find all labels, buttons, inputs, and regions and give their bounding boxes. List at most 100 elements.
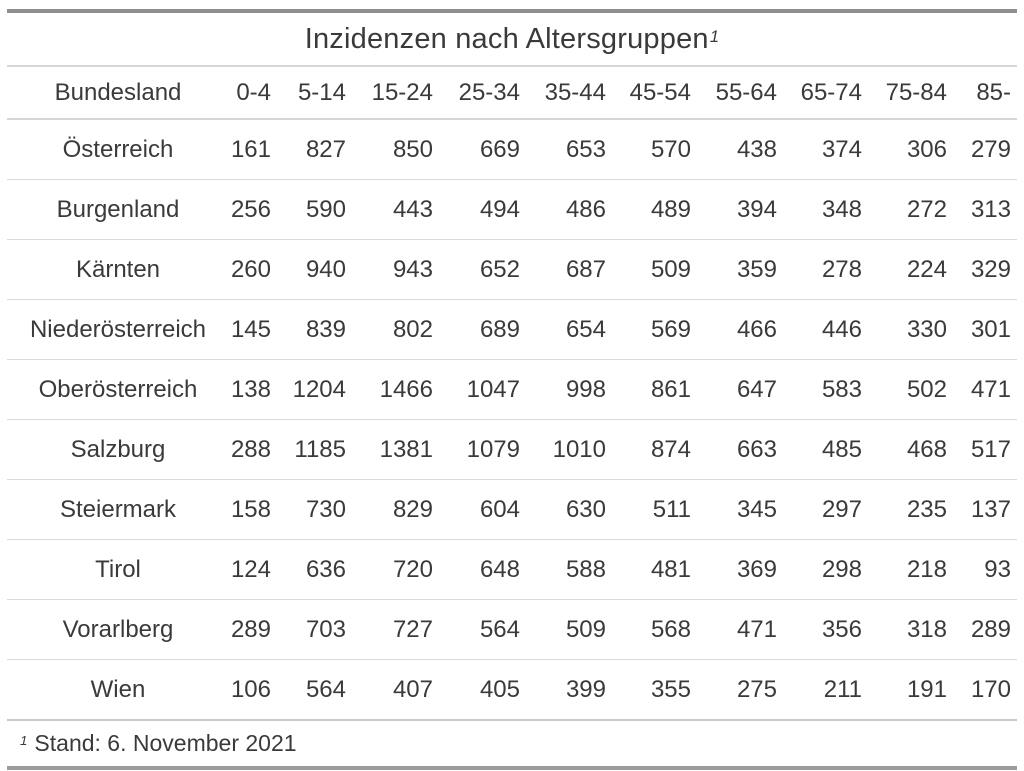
header-row: Bundesland 0-4 5-14 15-24 25-34 35-44 45-54 55-…: [7, 67, 1017, 120]
row-header-bundesland: Tirol: [7, 539, 229, 600]
incidence-value: 998: [526, 359, 612, 420]
incidence-value: 511: [612, 479, 697, 540]
incidence-value: 405: [479, 675, 520, 703]
incidence-value: 827: [277, 119, 352, 180]
column-header-agegroup: 0-4: [229, 67, 277, 120]
incidence-value: 590: [277, 179, 352, 240]
incidence-value: 569: [612, 299, 697, 360]
incidence-value: 630: [526, 479, 612, 540]
incidence-value: 802: [352, 299, 439, 360]
incidence-value: 289: [229, 599, 277, 660]
row-header-bundesland: Wien: [90, 675, 146, 703]
incidence-value: 359: [697, 239, 783, 300]
row-header-bundesland: Vorarlberg: [7, 599, 229, 660]
table-row: Wien 106 564 407 405 399 355 275 211 191 170: [7, 660, 1017, 720]
incidence-value: 1204: [277, 359, 352, 420]
incidence-value: 1185: [277, 419, 352, 480]
footnote: 1 Stand: 6. November 2021: [7, 719, 1017, 766]
incidence-value: 145: [229, 299, 277, 360]
incidence-value: 275: [736, 675, 777, 703]
incidence-value: 279: [953, 119, 1017, 180]
incidence-value: 468: [868, 419, 953, 480]
incidence-value: 861: [612, 359, 697, 420]
incidence-value: 588: [526, 539, 612, 600]
incidence-value: 517: [953, 419, 1017, 480]
row-header-bundesland: Kärnten: [7, 239, 229, 300]
footnote-marker: 1: [20, 732, 28, 748]
incidence-value: 161: [229, 119, 277, 180]
column-header-agegroup: 85-: [953, 67, 1017, 120]
table-row: Oberösterreich 138 1204 1466 1047 998 861 647 58…: [7, 359, 1017, 420]
row-header-bundesland: Oberösterreich: [7, 359, 229, 420]
incidence-value: 489: [612, 179, 697, 240]
incidence-value: 583: [783, 359, 868, 420]
incidence-value: 158: [229, 479, 277, 540]
incidence-value: 654: [526, 299, 612, 360]
incidence-value: 829: [352, 479, 439, 540]
incidence-value: 313: [953, 179, 1017, 240]
title-footnote-marker: 1: [709, 27, 720, 47]
table-row: Tirol 124 636 720 648 588 481 369 298 218 93: [7, 539, 1017, 600]
incidence-value: 1047: [439, 359, 526, 420]
incidence-value: 727: [352, 599, 439, 660]
incidence-value: 839: [277, 299, 352, 360]
table-title-text: Inzidenzen nach Altersgruppen: [304, 22, 709, 55]
column-header-agegroup: 55-64: [697, 67, 783, 120]
incidence-value: 348: [783, 179, 868, 240]
incidence-value: 260: [229, 239, 277, 300]
incidence-value: 481: [612, 539, 697, 600]
incidence-value: 604: [439, 479, 526, 540]
table-row: Burgenland 256 590 443 494 486 489 394 348 272 313: [7, 179, 1017, 240]
incidence-value: 874: [612, 419, 697, 480]
incidence-value: 647: [697, 359, 783, 420]
incidence-value: 438: [697, 119, 783, 180]
incidence-table: Bundesland 0-4 5-14 15-24 25-34 35-44 45-54 55-…: [7, 67, 1017, 719]
incidence-value: 369: [697, 539, 783, 600]
incidence-value: 374: [783, 119, 868, 180]
incidence-value: 106: [230, 675, 271, 703]
incidence-value: 943: [352, 239, 439, 300]
table-row: Österreich 161 827 850 669 653 570 438 374 306 279: [7, 119, 1017, 180]
row-header-bundesland: Niederösterreich: [7, 299, 229, 360]
incidence-value: 301: [953, 299, 1017, 360]
incidence-value: 443: [352, 179, 439, 240]
incidence-value: 306: [868, 119, 953, 180]
incidence-value: 138: [229, 359, 277, 420]
incidence-value: 653: [526, 119, 612, 180]
incidence-value: 485: [783, 419, 868, 480]
incidence-value: 730: [277, 479, 352, 540]
incidence-value: 298: [783, 539, 868, 600]
column-header-bundesland: Bundesland: [7, 67, 229, 120]
incidence-value: 689: [439, 299, 526, 360]
incidence-value: 288: [229, 419, 277, 480]
incidence-value: 170: [970, 675, 1011, 703]
column-header-agegroup: 75-84: [868, 67, 953, 120]
column-header-agegroup: 65-74: [783, 67, 868, 120]
incidence-value: 636: [277, 539, 352, 600]
incidence-value: 720: [352, 539, 439, 600]
incidence-value: 509: [612, 239, 697, 300]
incidence-value: 330: [868, 299, 953, 360]
incidence-value: 471: [697, 599, 783, 660]
table-row: Kärnten 260 940 943 652 687 509 359 278 224 329: [7, 239, 1017, 300]
incidence-value: 466: [697, 299, 783, 360]
incidence-value: 218: [868, 539, 953, 600]
incidence-value: 687: [526, 239, 612, 300]
incidence-value: 235: [868, 479, 953, 540]
incidence-value: 568: [612, 599, 697, 660]
incidence-value: 1466: [352, 359, 439, 420]
incidence-value: 345: [697, 479, 783, 540]
incidence-value: 211: [823, 675, 862, 703]
incidence-value: 256: [229, 179, 277, 240]
incidence-value: 278: [783, 239, 868, 300]
column-header-agegroup: 15-24: [352, 67, 439, 120]
table-title: Inzidenzen nach Altersgruppen 1: [7, 13, 1017, 67]
incidence-value: 564: [305, 675, 346, 703]
incidence-value: 509: [526, 599, 612, 660]
incidence-value: 570: [612, 119, 697, 180]
incidence-value: 289: [953, 599, 1017, 660]
incidence-value: 850: [352, 119, 439, 180]
incidence-value: 272: [868, 179, 953, 240]
table-row: Niederösterreich 145 839 802 689 654 569 466 446…: [7, 299, 1017, 360]
incidence-value: 471: [953, 359, 1017, 420]
